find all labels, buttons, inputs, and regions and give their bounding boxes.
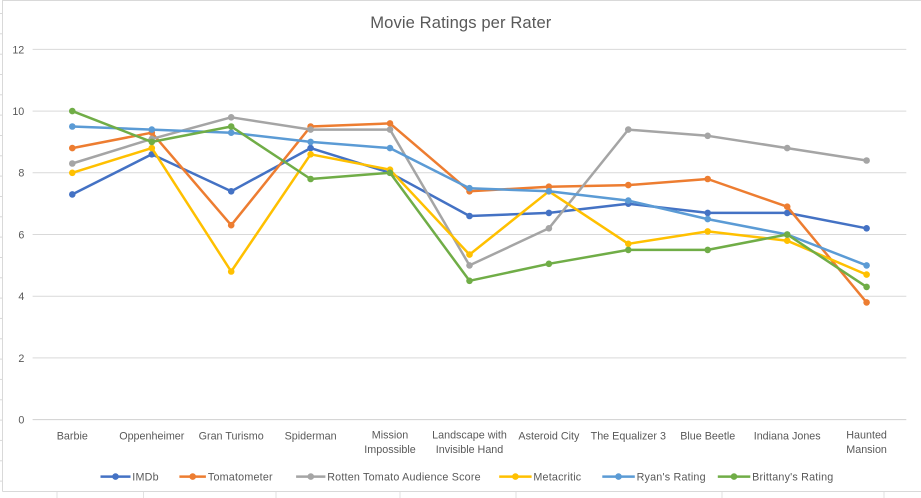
svg-text:4: 4 <box>18 291 24 303</box>
svg-text:2: 2 <box>18 353 24 365</box>
svg-text:Barbie: Barbie <box>57 430 88 442</box>
svg-text:Blue Beetle: Blue Beetle <box>680 430 735 442</box>
svg-text:Mission: Mission <box>372 429 408 441</box>
svg-text:Impossible: Impossible <box>364 444 415 456</box>
svg-text:Haunted: Haunted <box>846 429 887 441</box>
svg-text:Metacritic: Metacritic <box>533 472 581 484</box>
svg-text:Gran Turismo: Gran Turismo <box>199 430 264 442</box>
svg-text:Landscape with: Landscape with <box>432 429 507 441</box>
svg-text:IMDb: IMDb <box>132 472 158 484</box>
svg-text:Movie Ratings per Rater: Movie Ratings per Rater <box>370 13 552 32</box>
svg-text:Rotten Tomato Audience Score: Rotten Tomato Audience Score <box>327 472 481 484</box>
svg-text:0: 0 <box>18 415 24 427</box>
svg-text:Tomatometer: Tomatometer <box>208 472 273 484</box>
svg-text:Brittany's Rating: Brittany's Rating <box>752 472 833 484</box>
svg-text:Oppenheimer: Oppenheimer <box>119 430 185 442</box>
svg-text:12: 12 <box>12 44 24 56</box>
svg-text:Asteroid City: Asteroid City <box>518 430 580 442</box>
svg-text:Spiderman: Spiderman <box>285 430 337 442</box>
svg-text:10: 10 <box>12 106 24 118</box>
svg-text:8: 8 <box>18 168 24 180</box>
svg-text:6: 6 <box>18 229 24 241</box>
svg-text:Invisible Hand: Invisible Hand <box>436 444 504 456</box>
svg-text:Ryan's Rating: Ryan's Rating <box>637 472 706 484</box>
svg-text:Mansion: Mansion <box>846 444 887 456</box>
svg-text:Indiana Jones: Indiana Jones <box>754 430 821 442</box>
svg-text:The Equalizer 3: The Equalizer 3 <box>591 430 666 442</box>
